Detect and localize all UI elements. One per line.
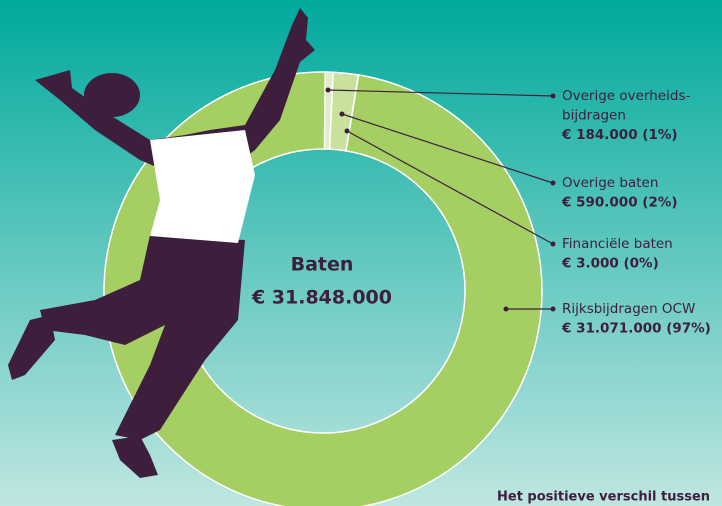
legend-label: Financiële baten — [562, 236, 673, 252]
leader-dot — [550, 93, 556, 99]
value-label: € 3.000 (0%) — [561, 256, 659, 272]
leader-dot — [339, 111, 345, 117]
leader-line — [327, 89, 554, 97]
legend-label: Overige baten — [562, 175, 658, 191]
leader-line — [346, 130, 554, 245]
value-label: € 31.071.000 (97%) — [561, 321, 711, 337]
legend-label: bijdragen — [562, 108, 626, 124]
value-label: € 590.000 (2%) — [561, 195, 678, 211]
leader-dot — [503, 306, 509, 312]
legend-label: Rijksbijdragen OCW — [562, 301, 695, 317]
legend-label: Overige overheids- — [562, 88, 690, 104]
footnote: Het positieve verschil tussen — [497, 490, 710, 505]
leader-line — [341, 113, 554, 184]
value-label: € 184.000 (1%) — [561, 127, 678, 143]
center-total: € 31.848.000 — [251, 287, 392, 309]
center-title: Baten — [291, 254, 354, 276]
leader-dot — [325, 87, 331, 93]
leader-dot — [550, 180, 556, 186]
leader-dot — [344, 128, 350, 134]
leader-dot — [550, 306, 556, 312]
leader-dot — [550, 241, 556, 247]
person-illustration — [8, 8, 315, 478]
